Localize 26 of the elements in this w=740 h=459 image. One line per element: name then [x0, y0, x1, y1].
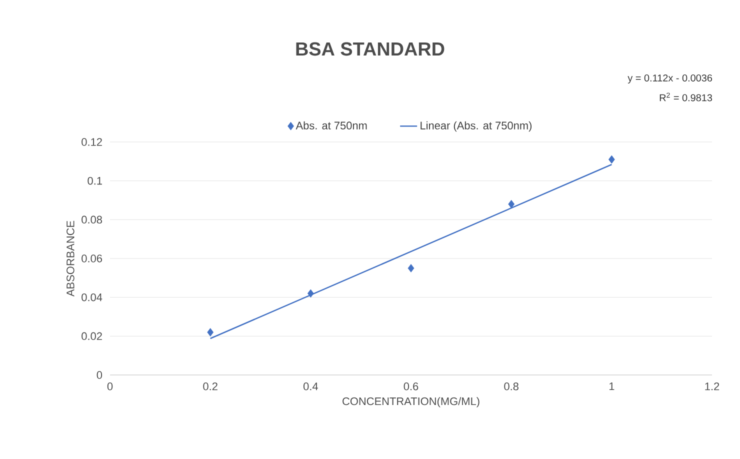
x-tick-label: 0.8	[504, 382, 518, 390]
x-tick-label: 0.4	[303, 382, 318, 390]
x-axis-title: CONCENTRATION(MG/ML)	[342, 397, 480, 408]
text: R$^{2}$ = 0.9813	[660, 92, 712, 102]
point	[408, 264, 414, 272]
y-tick-label: 0.08	[82, 216, 102, 224]
x-tick-label: 0.6	[404, 382, 418, 390]
y-tick-label: 0	[96, 371, 102, 379]
x-tick-label: 1.2	[705, 382, 720, 390]
y-tick-label: 0.06	[82, 254, 102, 262]
chart-title: BSA STANDARD	[296, 42, 444, 56]
x-tick-label: 0.2	[203, 382, 218, 390]
x-tick-label: 1	[609, 382, 614, 390]
legend-label: Linear (Abs. at 750nm)	[420, 121, 532, 132]
text: y = 0.112x - 0.0036	[628, 74, 712, 84]
legend-label: Abs. at 750nm	[296, 121, 367, 130]
point	[307, 289, 314, 298]
y-axis-title: ABSORBANCE	[66, 220, 74, 297]
point	[508, 200, 515, 208]
y-tick-label: 0.12	[82, 138, 102, 146]
y-tick-label: 0.02	[82, 332, 102, 340]
y-tick-label: 0.1	[88, 176, 102, 185]
point	[207, 328, 214, 336]
y-tick-label: 0.04	[82, 293, 102, 302]
x-tick-label: 0	[107, 382, 113, 390]
point	[608, 155, 615, 164]
